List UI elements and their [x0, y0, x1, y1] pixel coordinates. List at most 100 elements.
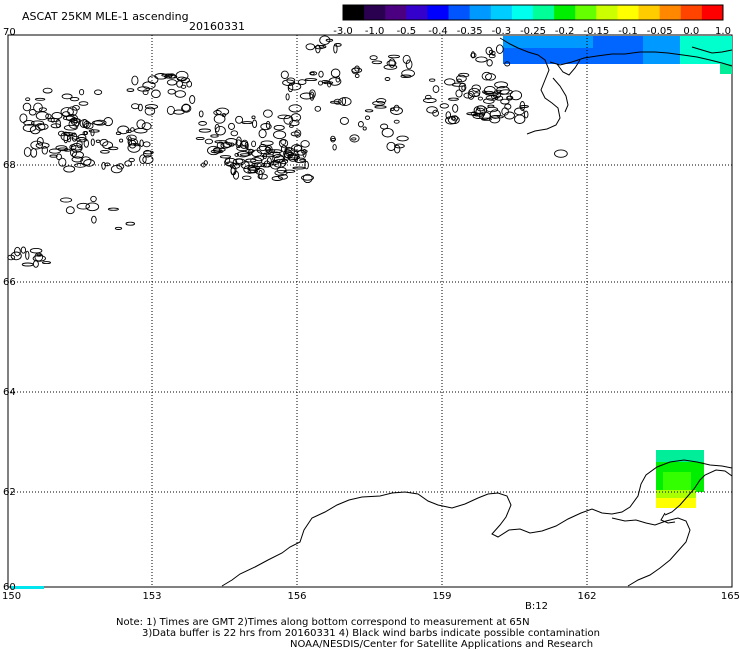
ice-contour	[63, 148, 71, 152]
ice-contour	[142, 155, 154, 164]
colorbar-swatch	[364, 5, 386, 20]
ice-contour	[51, 111, 63, 120]
ice-contour	[235, 115, 244, 124]
ice-contour	[496, 85, 510, 95]
colorbar-tick-label: -0.5	[397, 26, 417, 37]
gridlines	[8, 35, 732, 587]
ice-contour	[232, 158, 246, 166]
colorbar-swatch	[469, 5, 492, 20]
ice-contour	[139, 154, 147, 165]
ice-contour	[241, 121, 253, 125]
ice-contour	[481, 71, 492, 81]
time-bar	[11, 586, 44, 589]
ice-contour	[167, 88, 176, 95]
ice-contour	[264, 146, 272, 152]
ice-contour	[471, 84, 481, 92]
ice-contour	[496, 89, 502, 93]
ice-contour	[22, 124, 37, 132]
ice-contour	[137, 103, 143, 112]
ice-contour	[176, 80, 183, 88]
ice-contour	[274, 169, 288, 176]
figure-title: ASCAT 25KM MLE-1 ascending	[22, 10, 189, 23]
ice-contour	[477, 96, 483, 101]
ice-contour	[143, 150, 154, 155]
swath-cell	[503, 36, 593, 48]
swath-cell	[663, 472, 691, 490]
ice-contour	[34, 97, 46, 101]
colorbar-tick-label: -0.4	[428, 26, 448, 37]
ice-contour	[30, 148, 38, 158]
ice-contour	[405, 59, 413, 70]
ice-contour	[69, 144, 77, 151]
ice-contour	[68, 119, 80, 129]
ice-contour	[309, 89, 316, 99]
ice-contour	[374, 105, 387, 109]
colorbar-swatch	[596, 5, 618, 20]
ice-contour	[42, 87, 53, 94]
ice-contour	[458, 72, 470, 78]
ice-contour	[351, 137, 357, 141]
ice-contour	[333, 43, 338, 54]
ice-contour	[30, 120, 45, 126]
colorbar-border	[342, 4, 724, 21]
ice-contour	[318, 70, 324, 78]
ice-contour	[175, 70, 189, 81]
ice-contour	[272, 154, 285, 163]
longitude-labels: 150 153 156 159 162 165	[2, 591, 740, 602]
ice-contour	[300, 140, 310, 148]
ice-contour	[147, 75, 159, 85]
ice-contour	[554, 149, 568, 158]
ice-contour	[65, 206, 75, 215]
colorbar-swatch	[575, 5, 597, 20]
swath-cell	[720, 64, 732, 74]
ice-contour	[470, 51, 476, 59]
swath-cell	[643, 36, 680, 64]
ice-contour	[380, 123, 389, 130]
ice-contour	[77, 134, 87, 141]
ice-contour	[309, 91, 315, 101]
ice-contour	[134, 127, 148, 134]
lon-label: 165	[721, 591, 740, 602]
colorbar-tick-label: -0.25	[520, 26, 546, 37]
ice-contour	[283, 115, 294, 125]
ice-contour	[131, 75, 139, 86]
ice-contour	[310, 71, 315, 76]
ice-contour	[79, 88, 85, 96]
ice-contour	[22, 102, 32, 112]
ice-contour	[294, 157, 307, 164]
ice-contour	[70, 148, 77, 157]
ice-contour	[252, 119, 258, 129]
ice-contour	[45, 113, 52, 119]
ice-contour	[302, 148, 307, 158]
ice-contour	[388, 58, 396, 68]
ice-contour	[486, 59, 493, 67]
ice-contour	[280, 70, 289, 79]
ice-contour	[37, 123, 49, 130]
ice-contour	[55, 118, 61, 129]
ice-contour	[278, 138, 289, 148]
colorbar-swatch	[343, 5, 365, 20]
ice-contour	[504, 103, 512, 110]
ice-contour	[69, 117, 81, 123]
colorbar-tick-label: -0.35	[457, 26, 483, 37]
ice-contour	[495, 44, 504, 54]
colorbar-swatch	[554, 5, 576, 20]
ice-contour	[461, 85, 466, 91]
ice-contour	[83, 139, 89, 148]
ice-contour	[181, 104, 192, 113]
ice-contour	[258, 129, 267, 139]
ice-contour	[230, 130, 239, 137]
ice-contour	[195, 136, 205, 141]
ice-contour	[383, 64, 398, 70]
lon-label: 150	[2, 591, 21, 602]
note-line-1: Note: 1) Times are GMT 2)Times along bot…	[116, 617, 530, 628]
ice-contour	[60, 131, 71, 141]
ice-contour	[71, 151, 84, 159]
ice-contour	[456, 78, 462, 83]
ice-contour	[69, 96, 80, 102]
ice-contour	[142, 141, 151, 148]
coastline-north-2	[549, 51, 733, 67]
ice-contour	[314, 45, 325, 50]
ice-contour	[268, 149, 283, 154]
